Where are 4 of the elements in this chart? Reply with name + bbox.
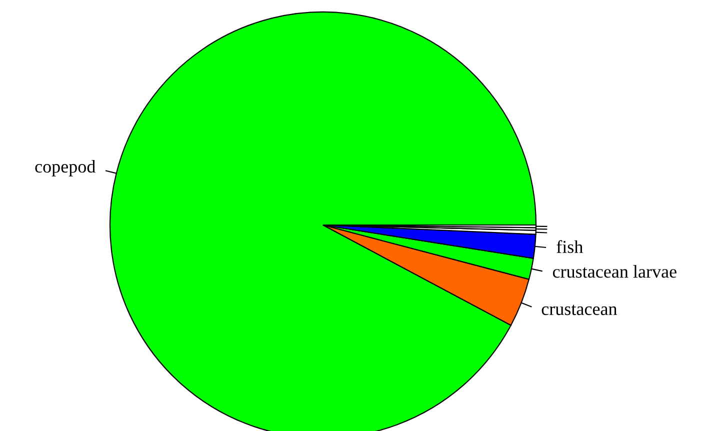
slice-label: crustacean larvae	[552, 265, 676, 278]
slice-label: copepod	[35, 160, 96, 176]
slice-label: crustacean	[542, 304, 618, 316]
legend-label: fish	[556, 240, 583, 254]
